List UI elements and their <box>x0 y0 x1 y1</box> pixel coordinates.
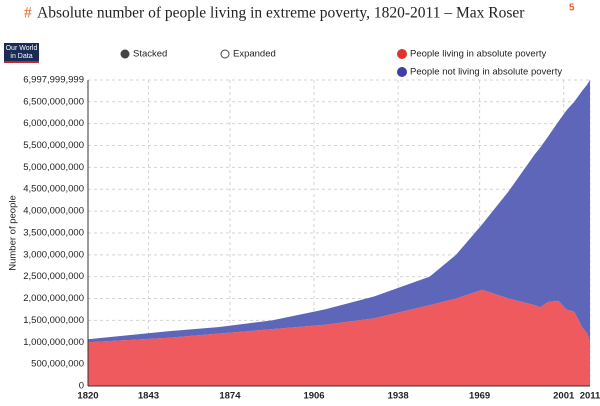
area <box>88 79 590 343</box>
x-tick-label: 1938 <box>388 391 409 402</box>
expanded-radio[interactable] <box>220 49 230 59</box>
legend-label: People living in absolute poverty <box>410 49 547 60</box>
x-tick-label: 2011 <box>580 391 600 402</box>
logo-text: in Data <box>10 53 32 60</box>
chart-title: Absolute number of people living in extr… <box>37 5 525 22</box>
x-tick-label: 1843 <box>138 391 159 402</box>
logo-stripe <box>4 61 39 63</box>
logo-text: Our World <box>6 45 38 52</box>
x-tick-label: 1874 <box>219 391 241 402</box>
legend-label: People not living in absolute poverty <box>410 67 562 78</box>
title-footnote: 5 <box>569 3 575 14</box>
title-hash: # <box>24 5 32 22</box>
y-tick-label: 6,000,000,000 <box>23 118 84 129</box>
y-tick-label: 3,000,000,000 <box>23 249 84 260</box>
y-tick-label: 2,500,000,000 <box>23 271 84 282</box>
legend-dot <box>397 67 407 77</box>
x-tick-label: 2001 <box>553 391 575 402</box>
x-tick-label: 1820 <box>77 391 98 402</box>
y-tick-label: 6,997,999,999 <box>23 75 84 86</box>
y-tick-label: 5,500,000,000 <box>23 140 84 151</box>
x-tick-label: 1906 <box>303 391 324 402</box>
y-tick-label: 1,000,000,000 <box>23 337 84 348</box>
stacked-label[interactable]: Stacked <box>133 49 167 60</box>
y-axis-label: Number of people <box>8 195 19 271</box>
y-tick-label: 4,000,000,000 <box>23 206 84 217</box>
expanded-label[interactable]: Expanded <box>233 49 276 60</box>
stacked-radio[interactable] <box>120 49 130 59</box>
x-tick-label: 1969 <box>469 391 490 402</box>
area <box>88 289 590 386</box>
logo-box <box>4 43 39 63</box>
y-tick-label: 1,500,000,000 <box>23 315 84 326</box>
y-tick-label: 4,500,000,000 <box>23 184 84 195</box>
y-tick-label: 0 <box>79 381 84 392</box>
y-tick-label: 6,500,000,000 <box>23 96 84 107</box>
y-tick-label: 500,000,000 <box>31 359 84 370</box>
y-tick-label: 2,000,000,000 <box>23 293 84 304</box>
y-tick-label: 5,000,000,000 <box>23 162 84 173</box>
y-tick-label: 3,500,000,000 <box>23 227 84 238</box>
legend-dot <box>397 49 407 59</box>
